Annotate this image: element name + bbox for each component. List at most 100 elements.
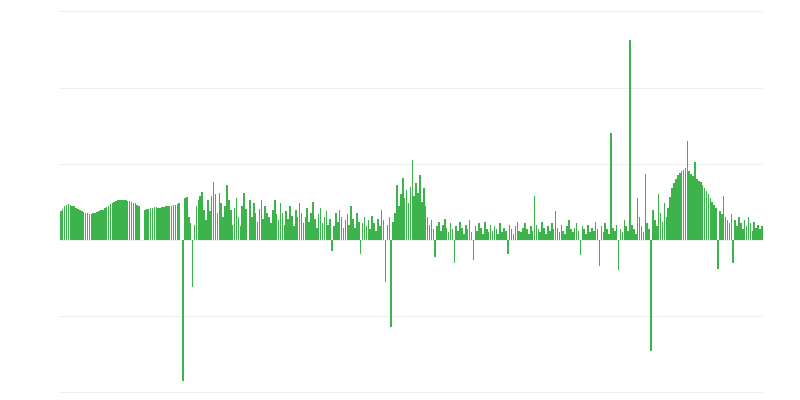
bar [315, 227, 318, 240]
bar [539, 232, 542, 240]
bar [648, 229, 650, 240]
bar [736, 226, 738, 240]
bar [306, 208, 308, 240]
bar [740, 223, 742, 240]
bar [724, 217, 727, 240]
bar [226, 185, 228, 240]
bar [619, 229, 622, 240]
bar [82, 211, 85, 240]
bar [191, 240, 194, 288]
bar [176, 204, 179, 240]
bar [256, 221, 259, 240]
bar [552, 229, 555, 240]
bar [457, 230, 459, 240]
bar [570, 229, 572, 240]
bar [478, 223, 480, 240]
bar [484, 221, 486, 240]
bar [705, 191, 708, 240]
bar [480, 227, 482, 240]
bar [73, 206, 75, 240]
bar [174, 204, 177, 240]
bar [107, 205, 110, 240]
bar [388, 217, 391, 240]
bar [285, 211, 287, 240]
bar [623, 220, 626, 240]
bar [60, 211, 62, 240]
bar [602, 232, 605, 240]
bar [98, 211, 100, 240]
bar [501, 232, 503, 240]
bar [466, 229, 469, 240]
bar [197, 200, 200, 240]
bar [102, 209, 104, 240]
bar [522, 227, 524, 240]
bar [346, 214, 349, 240]
bar [124, 200, 127, 240]
bar [354, 227, 356, 240]
bar [166, 206, 169, 240]
bar [568, 220, 570, 240]
bar [464, 224, 467, 240]
bar [585, 233, 587, 240]
bar [325, 211, 328, 240]
bar [262, 218, 265, 240]
bar [612, 227, 614, 240]
bar [327, 224, 329, 240]
bar [703, 188, 706, 240]
bar [646, 223, 649, 240]
bar [363, 217, 366, 240]
gridline [60, 11, 763, 12]
bar [405, 189, 408, 240]
bar [759, 229, 761, 240]
bar [109, 204, 112, 240]
bar [304, 217, 307, 240]
bar [675, 179, 677, 240]
bar [409, 186, 412, 240]
bar [251, 217, 253, 240]
bar [321, 223, 324, 240]
gridline [60, 316, 763, 317]
bar [470, 232, 473, 240]
bar [184, 198, 186, 240]
bar [373, 223, 375, 240]
bar [520, 232, 522, 240]
bar [592, 230, 595, 240]
bar [566, 226, 568, 240]
bar [728, 223, 731, 240]
bar [224, 206, 226, 240]
bar [81, 211, 83, 240]
bar [182, 240, 184, 381]
bar [487, 232, 490, 240]
bar [686, 140, 689, 240]
bar [482, 233, 484, 240]
bar [715, 208, 717, 240]
bar [493, 226, 496, 240]
bar [422, 188, 425, 240]
bar [115, 201, 117, 240]
bar [77, 208, 79, 240]
bar [300, 212, 303, 240]
bar [105, 207, 108, 240]
bar [281, 212, 284, 240]
bar [680, 171, 683, 240]
bar [214, 194, 217, 240]
bar [571, 232, 574, 240]
bar [216, 213, 219, 240]
bar [417, 192, 419, 240]
bar [617, 240, 620, 271]
bar [220, 203, 223, 240]
bar [463, 233, 465, 240]
bar [209, 211, 211, 240]
bar [222, 217, 224, 240]
bar [249, 200, 251, 240]
bar [554, 211, 557, 240]
bar [134, 203, 137, 240]
bar [113, 201, 116, 240]
bar [75, 208, 77, 240]
bar [235, 198, 238, 240]
bar [556, 227, 559, 240]
bar [545, 233, 547, 240]
bar [63, 206, 66, 240]
bar [359, 240, 362, 254]
